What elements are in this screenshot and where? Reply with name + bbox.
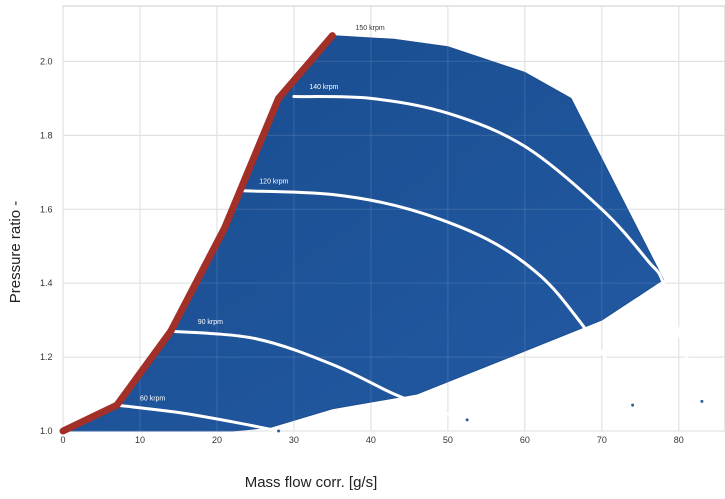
y-tick-label: 1.0 — [40, 426, 53, 436]
y-tick-label: 2.0 — [40, 56, 53, 66]
speed-label-90-krpm: 90 krpm — [198, 319, 223, 326]
speed-label-layer: 60 krpm 90 krpm 120 krpm 140 krpm 150 krpm — [140, 25, 385, 402]
speed-line-end-60-krpm — [277, 429, 281, 433]
speed-line-120-krpm — [242, 189, 635, 407]
speed-label-150-krpm: 150 krpm — [356, 25, 385, 32]
x-tick-label: 10 — [135, 435, 145, 445]
surge-line-layer — [59, 32, 336, 435]
speed-line-140-krpm — [292, 95, 704, 403]
x-tick-label: 70 — [597, 435, 607, 445]
speed-lines-layer — [115, 95, 704, 433]
speed-label-120-krpm: 120 krpm — [259, 178, 288, 185]
x-tick-label: 30 — [289, 435, 299, 445]
speed-line-90-krpm — [169, 329, 469, 422]
x-tick-label: 80 — [674, 435, 684, 445]
x-tick-label: 60 — [520, 435, 530, 445]
x-tick-label: 50 — [443, 435, 453, 445]
speed-label-60-krpm: 60 krpm — [140, 395, 165, 402]
speed-line-end-140-krpm — [700, 399, 704, 403]
y-tick-label: 1.2 — [40, 352, 53, 362]
x-tick-label: 0 — [60, 435, 65, 445]
speed-line-60-krpm — [115, 403, 280, 433]
y-tick-label: 1.4 — [40, 278, 53, 288]
x-tick-label: 40 — [366, 435, 376, 445]
y-tick-label: 1.6 — [40, 204, 53, 214]
speed-label-140-krpm: 140 krpm — [309, 84, 338, 91]
x-axis-title: Mass flow corr. [g/s] — [245, 474, 378, 491]
surge-line — [59, 32, 336, 435]
y-tick-label: 1.8 — [40, 130, 53, 140]
speed-line-end-90-krpm — [465, 418, 469, 422]
tick-label-layer: 0 10 20 30 40 50 60 70 80 1.0 1.2 1.4 1.6 1.8 2.0 — [40, 56, 684, 445]
y-axis-title: Pressure ratio - — [7, 201, 24, 304]
x-tick-label: 20 — [212, 435, 222, 445]
speed-line-end-120-krpm — [631, 403, 635, 407]
